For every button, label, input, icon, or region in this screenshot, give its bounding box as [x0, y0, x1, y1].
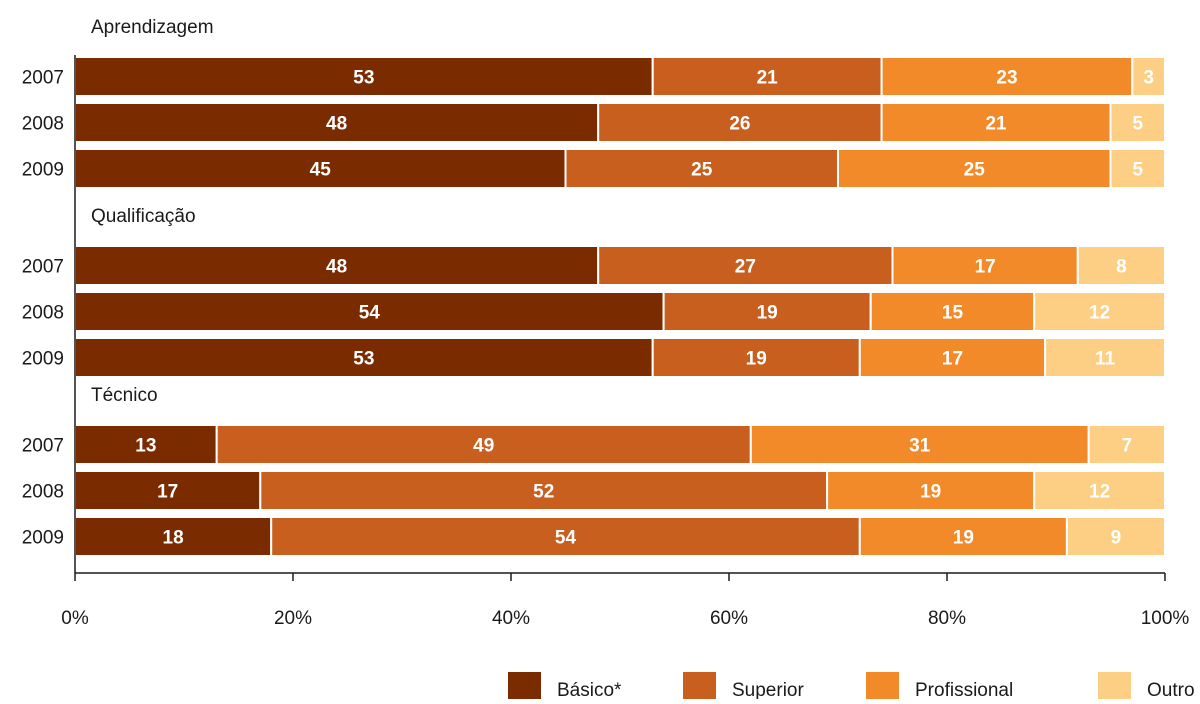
data-label: 19 [920, 482, 941, 503]
bar-segment [74, 245, 600, 286]
legend-label: Básico* [557, 680, 622, 699]
legend-label: Superior [732, 680, 804, 699]
legend-swatch [866, 672, 899, 704]
group-title: Técnico [91, 385, 158, 406]
bar-segment [858, 516, 1068, 557]
bar-segment [74, 337, 654, 378]
bar-segment [651, 56, 883, 97]
data-label: 31 [909, 436, 931, 457]
x-tick-label: 0% [61, 608, 89, 629]
bar-segment [880, 102, 1112, 143]
data-label: 23 [996, 68, 1017, 89]
data-label: 48 [326, 114, 347, 135]
bar-segment [1109, 102, 1166, 143]
year-label: 2008 [22, 482, 64, 503]
bar-segment [597, 102, 883, 143]
data-label: 53 [353, 68, 374, 89]
x-tick-label: 80% [928, 608, 966, 629]
year-label: 2009 [22, 349, 64, 370]
year-label: 2008 [22, 114, 64, 135]
group-title: Aprendizagem [91, 17, 214, 38]
data-label: 21 [985, 114, 1007, 135]
bar-segment [564, 148, 839, 189]
x-tick-label: 60% [710, 608, 748, 629]
bar-segment [880, 56, 1134, 97]
data-label: 25 [964, 160, 986, 181]
bar-segment [1087, 424, 1166, 465]
data-label: 8 [1116, 257, 1127, 278]
x-tick-label: 20% [274, 608, 312, 629]
data-label: 12 [1089, 303, 1110, 324]
year-label: 2009 [22, 528, 64, 549]
year-label: 2009 [22, 160, 64, 181]
group-title: Qualificação [91, 206, 196, 227]
legend-label: Outro [1147, 680, 1195, 699]
bar-segment [651, 337, 861, 378]
bar-segment [1109, 148, 1166, 189]
data-label: 19 [757, 303, 778, 324]
year-label: 2007 [22, 436, 64, 457]
x-tick-label: 100% [1141, 608, 1190, 629]
data-label: 13 [135, 436, 156, 457]
data-label: 27 [735, 257, 756, 278]
data-label: 19 [746, 349, 767, 370]
data-label: 17 [157, 482, 178, 503]
bar-segment [1033, 291, 1166, 332]
data-label: 25 [691, 160, 713, 181]
data-label: 3 [1143, 68, 1154, 89]
bar-segment [1033, 470, 1166, 511]
year-label: 2008 [22, 303, 64, 324]
data-label: 45 [310, 160, 332, 181]
bar-segment [597, 245, 894, 286]
legend-swatch [508, 672, 541, 704]
bar-segment [1065, 516, 1167, 557]
data-label: 54 [555, 528, 577, 549]
bar-segment [74, 470, 262, 511]
bar-segment [1076, 245, 1167, 286]
bar-segment [270, 516, 861, 557]
x-tick-label: 40% [492, 608, 530, 629]
data-label: 17 [942, 349, 963, 370]
data-label: 17 [975, 257, 996, 278]
year-label: 2007 [22, 257, 64, 278]
data-label: 7 [1122, 436, 1133, 457]
data-label: 5 [1132, 114, 1143, 135]
data-label: 53 [353, 349, 374, 370]
bar-segment [74, 424, 218, 465]
legend-swatch [1098, 672, 1131, 704]
bar-segment [749, 424, 1090, 465]
data-label: 12 [1089, 482, 1110, 503]
bar-segment [1044, 337, 1166, 378]
year-label: 2007 [22, 68, 64, 89]
bar-segment [858, 337, 1047, 378]
legend-swatch [683, 672, 716, 704]
data-label: 18 [163, 528, 184, 549]
data-label: 5 [1132, 160, 1143, 181]
legend-label: Profissional [915, 680, 1013, 699]
bar-segment [826, 470, 1036, 511]
data-label: 15 [942, 303, 964, 324]
data-label: 19 [953, 528, 974, 549]
data-label: 9 [1111, 528, 1122, 549]
bar-segment [1131, 56, 1167, 97]
bar-segment [74, 102, 600, 143]
bar-segment [869, 291, 1036, 332]
data-label: 49 [473, 436, 494, 457]
data-label: 54 [359, 303, 381, 324]
data-label: 21 [757, 68, 779, 89]
data-label: 48 [326, 257, 347, 278]
data-label: 26 [729, 114, 750, 135]
data-label: 11 [1095, 349, 1116, 370]
data-label: 52 [533, 482, 554, 503]
